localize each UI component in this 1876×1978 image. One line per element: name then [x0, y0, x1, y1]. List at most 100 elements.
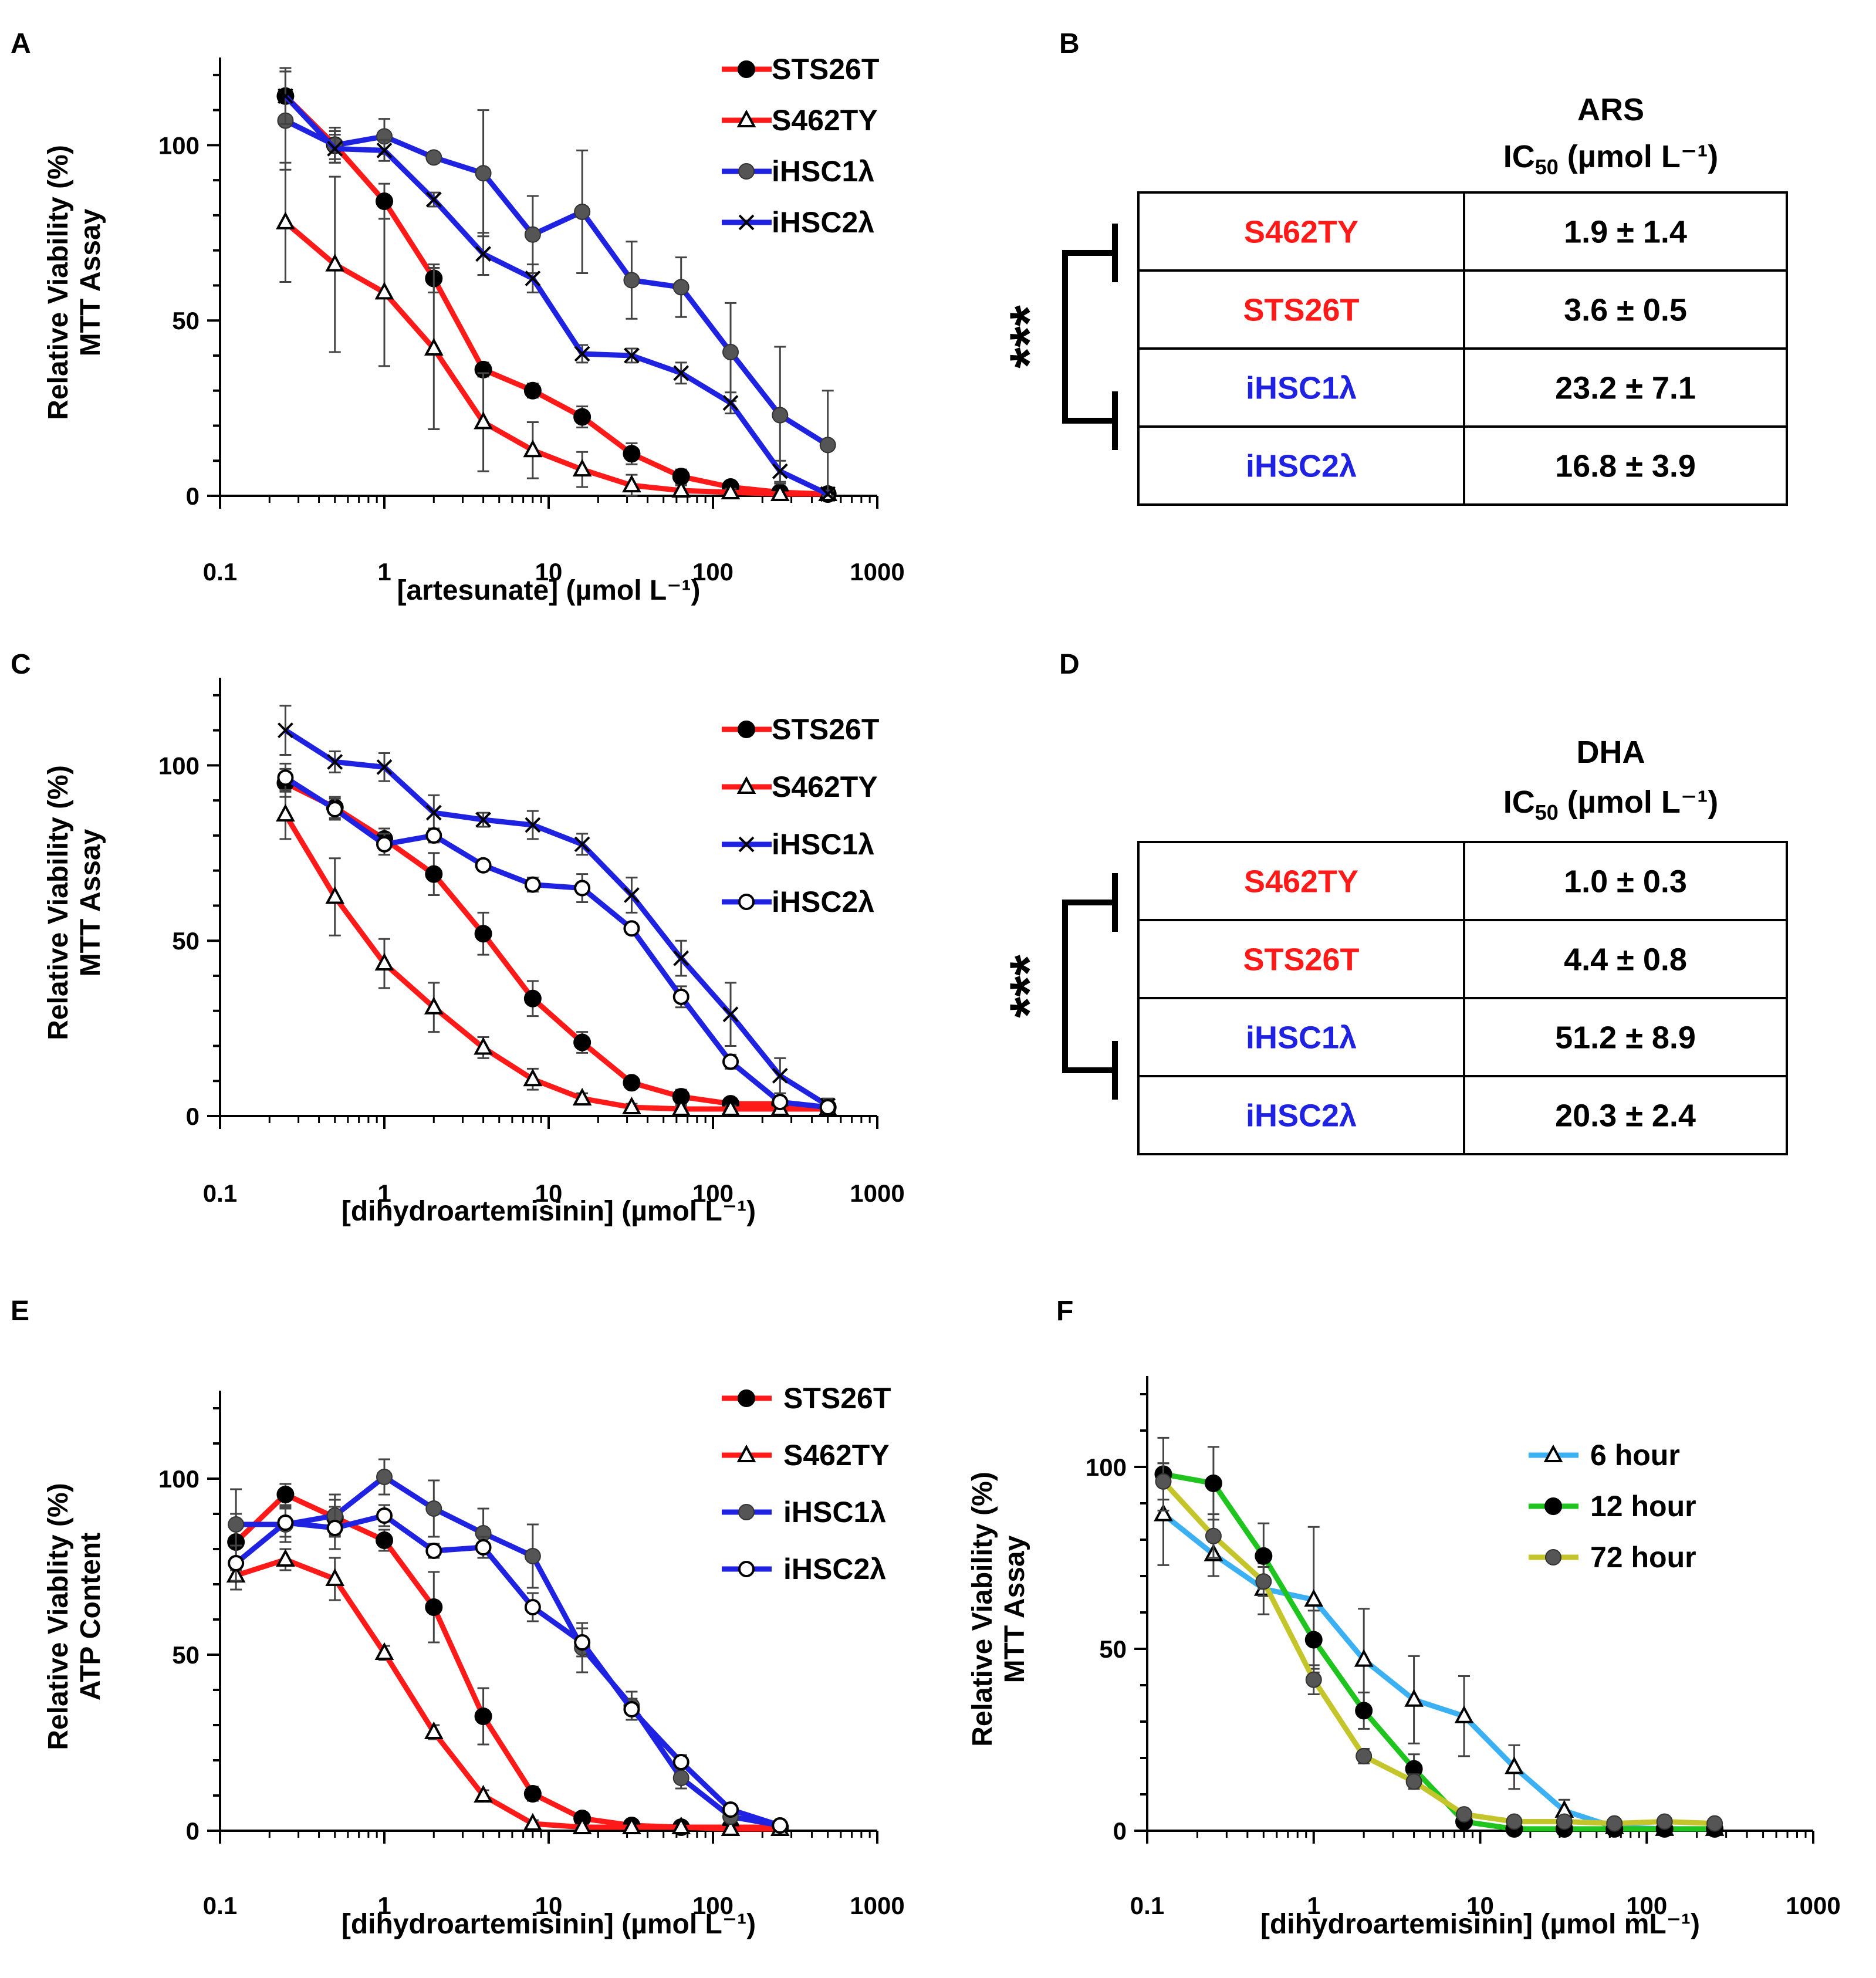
significance-bracket: *** [999, 873, 1118, 1100]
data-point [1454, 1705, 1474, 1723]
legend-item: STS26T [722, 53, 879, 86]
data-point [376, 1507, 393, 1524]
data-point [475, 857, 492, 874]
y-tick-label: 100 [158, 1465, 200, 1493]
table-drug-title: ARS [1577, 92, 1644, 127]
legend-item: STS26T [722, 713, 879, 746]
data-point [738, 836, 755, 853]
x-tick-label: 1000 [850, 1892, 904, 1919]
cell-ic50-value: 51.2 ± 8.9 [1555, 1020, 1696, 1056]
data-point [672, 279, 689, 296]
data-point [624, 347, 640, 364]
data-point [573, 1033, 591, 1051]
series-ihsc1- [228, 1458, 789, 1834]
table-row: iHSC1λ 51.2 ± 8.9 [1246, 1020, 1696, 1056]
x-tick-label: 100 [692, 1179, 734, 1207]
legend-label: STS26T [783, 1382, 891, 1415]
series-s462ty [226, 1548, 790, 1836]
cell-ic50-value: 23.2 ± 7.1 [1555, 371, 1696, 406]
legend-item: iHSC1λ [722, 155, 874, 188]
data-point [376, 192, 393, 211]
data-point [1255, 1573, 1272, 1590]
series-72-hour [1155, 1462, 1723, 1832]
data-point [738, 60, 755, 78]
data-point [376, 836, 393, 853]
data-point [228, 1555, 245, 1571]
data-point [326, 1520, 343, 1536]
data-point [738, 163, 755, 180]
cell-line-name: iHSC2λ [1246, 449, 1357, 484]
x-tick-label: 10 [1466, 1892, 1494, 1919]
data-point [722, 1053, 739, 1070]
x-axis-title: [artesunate] (µmol L⁻¹) [397, 575, 700, 606]
table-row: iHSC1λ 23.2 ± 7.1 [1246, 371, 1696, 406]
legend-item: STS26T [722, 1382, 891, 1415]
series-line [235, 1557, 780, 1832]
y-tick-label: 0 [186, 1817, 200, 1845]
series-ihsc2- [278, 67, 836, 502]
data-point [523, 1813, 543, 1831]
data-point [1304, 1631, 1323, 1649]
x-tick-label: 10 [535, 558, 563, 586]
legend: STS26T S462TY iHSC1λ iHSC2λ [722, 1382, 891, 1585]
data-point [1456, 1806, 1473, 1823]
data-point [277, 1514, 294, 1531]
data-point [525, 271, 541, 286]
data-point [624, 887, 640, 903]
cell-line-name: iHSC2λ [1246, 1098, 1357, 1134]
data-point [574, 1634, 591, 1651]
series-s462ty [276, 161, 838, 502]
data-point [721, 1098, 741, 1117]
data-point [671, 1098, 691, 1117]
chart-panel-c: C 0 50 100 0.1 1 10 100 1000 [dihydroartemisinin]… [11, 649, 905, 1227]
legend-label: iHSC2λ [772, 885, 874, 918]
data-point [474, 411, 493, 430]
series-line [1162, 1471, 1715, 1832]
series-line [283, 775, 829, 1110]
data-point [1606, 1815, 1623, 1832]
series-line [234, 1513, 781, 1828]
data-point [772, 407, 789, 424]
data-point [523, 439, 543, 458]
data-point [524, 1548, 541, 1564]
data-point [1356, 1747, 1373, 1764]
table-row: STS26T 3.6 ± 0.5 [1243, 293, 1686, 328]
data-point [524, 226, 541, 243]
data-point [425, 191, 442, 208]
y-axis-title-2: MTT Assay [75, 829, 106, 976]
data-point [524, 1599, 541, 1615]
cell-ic50-value: 16.8 ± 3.9 [1555, 449, 1696, 484]
bracket-line [1062, 873, 1118, 1100]
y-axis-title-2: ATP Content [75, 1533, 106, 1700]
data-point [424, 337, 444, 356]
data-point [572, 1087, 592, 1106]
data-point [376, 1531, 393, 1549]
data-point [572, 458, 592, 477]
x-tick-label: 1 [1307, 1892, 1320, 1919]
data-point [425, 865, 443, 883]
table-column-header: IC50 (µmol L⁻¹) [1503, 139, 1719, 179]
data-point [721, 1818, 741, 1836]
legend-item: iHSC2λ [722, 206, 874, 239]
x-axis-title: [dihydroartemisinin] (µmol mL⁻¹) [1260, 1909, 1700, 1940]
table-drug-title: DHA [1577, 735, 1645, 770]
data-point [474, 1784, 493, 1803]
panel-letter: D [1059, 649, 1080, 680]
data-point [277, 769, 294, 786]
legend-label: iHSC1λ [772, 828, 874, 861]
table-row: S462TY 1.9 ± 1.4 [1244, 215, 1687, 250]
x-tick-label: 10 [535, 1179, 563, 1207]
panel-letter: F [1056, 1296, 1073, 1327]
cell-line-name: STS26T [1243, 293, 1359, 328]
cell-line-name: iHSC1λ [1246, 1020, 1357, 1056]
data-point [574, 880, 591, 897]
legend-item: iHSC1λ [722, 1496, 886, 1529]
data-point [1304, 1589, 1324, 1607]
x-tick-label: 0.1 [203, 558, 237, 586]
series-line [283, 813, 828, 1112]
data-point [738, 1561, 755, 1577]
data-point [278, 722, 293, 739]
data-point [523, 989, 542, 1007]
x-tick-label: 100 [692, 1892, 734, 1919]
x-axis-title: [dihydroartemisinin] (µmol L⁻¹) [342, 1196, 756, 1227]
